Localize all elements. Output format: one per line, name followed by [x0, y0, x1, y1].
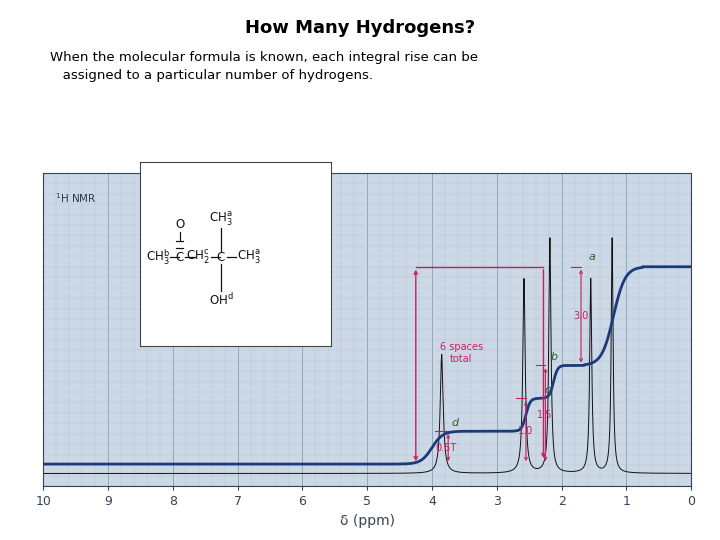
Text: When the molecular formula is known, each integral rise can be: When the molecular formula is known, eac… [50, 51, 478, 64]
Text: C: C [176, 251, 184, 264]
Text: CH$_3^{\rm b}$: CH$_3^{\rm b}$ [146, 248, 170, 267]
Text: CH$_3^{\rm a}$: CH$_3^{\rm a}$ [238, 249, 261, 266]
Text: a: a [589, 252, 595, 262]
Text: C: C [217, 251, 225, 264]
Text: 1.5: 1.5 [537, 410, 552, 420]
Text: 0.5T: 0.5T [436, 443, 456, 453]
Text: 1.0: 1.0 [518, 426, 533, 436]
Text: CH$_3^{\rm a}$: CH$_3^{\rm a}$ [209, 210, 233, 228]
Text: O: O [175, 218, 184, 231]
Text: c: c [544, 385, 550, 395]
Text: $^1$H NMR: $^1$H NMR [55, 192, 96, 205]
Text: OH$^{\rm d}$: OH$^{\rm d}$ [209, 292, 233, 308]
Text: 6 spaces
total: 6 spaces total [440, 342, 482, 364]
X-axis label: δ (ppm): δ (ppm) [340, 514, 395, 528]
Text: 3.0: 3.0 [574, 311, 589, 321]
Text: How Many Hydrogens?: How Many Hydrogens? [245, 19, 475, 37]
Text: CH$_2^{\rm c}$: CH$_2^{\rm c}$ [186, 249, 210, 266]
Text: d: d [451, 418, 459, 428]
Text: b: b [551, 352, 558, 362]
Text: assigned to a particular number of hydrogens.: assigned to a particular number of hydro… [50, 69, 374, 82]
